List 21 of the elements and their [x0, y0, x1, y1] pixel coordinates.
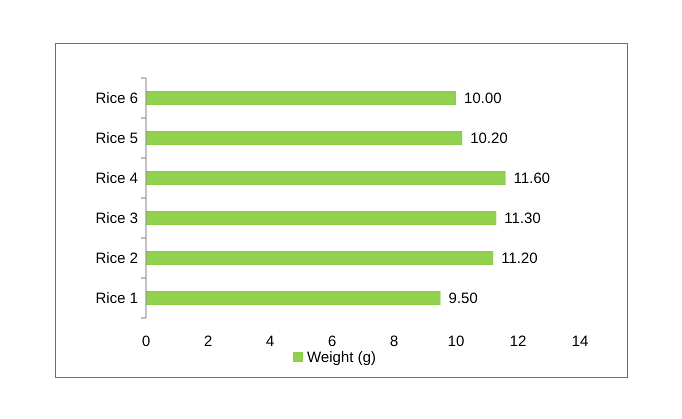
x-tick-label: 6: [328, 333, 336, 350]
y-tick-label: Rice 2: [95, 250, 138, 267]
x-tick-label: 2: [204, 333, 212, 350]
data-label: 9.50: [448, 290, 478, 307]
data-label: 10.00: [464, 90, 502, 107]
data-label: 11.60: [514, 170, 550, 187]
x-tick-label: 0: [142, 333, 150, 350]
x-tick-label: 8: [390, 333, 398, 350]
y-tick-label: Rice 4: [95, 170, 138, 187]
y-tick-label: Rice 5: [95, 130, 138, 147]
x-tick-label: 4: [266, 333, 274, 350]
data-label: 11.30: [504, 210, 541, 227]
legend-label: Weight (g): [307, 349, 376, 366]
x-tick-label: 14: [572, 333, 588, 350]
y-tick-label: Rice 6: [95, 90, 138, 107]
y-tick-label: Rice 3: [95, 210, 138, 227]
x-tick-label: 12: [510, 333, 526, 350]
data-label: 10.20: [470, 130, 508, 147]
y-tick-label: Rice 1: [95, 290, 138, 307]
data-label: 11.20: [501, 250, 538, 267]
x-tick-label: 10: [448, 333, 464, 350]
